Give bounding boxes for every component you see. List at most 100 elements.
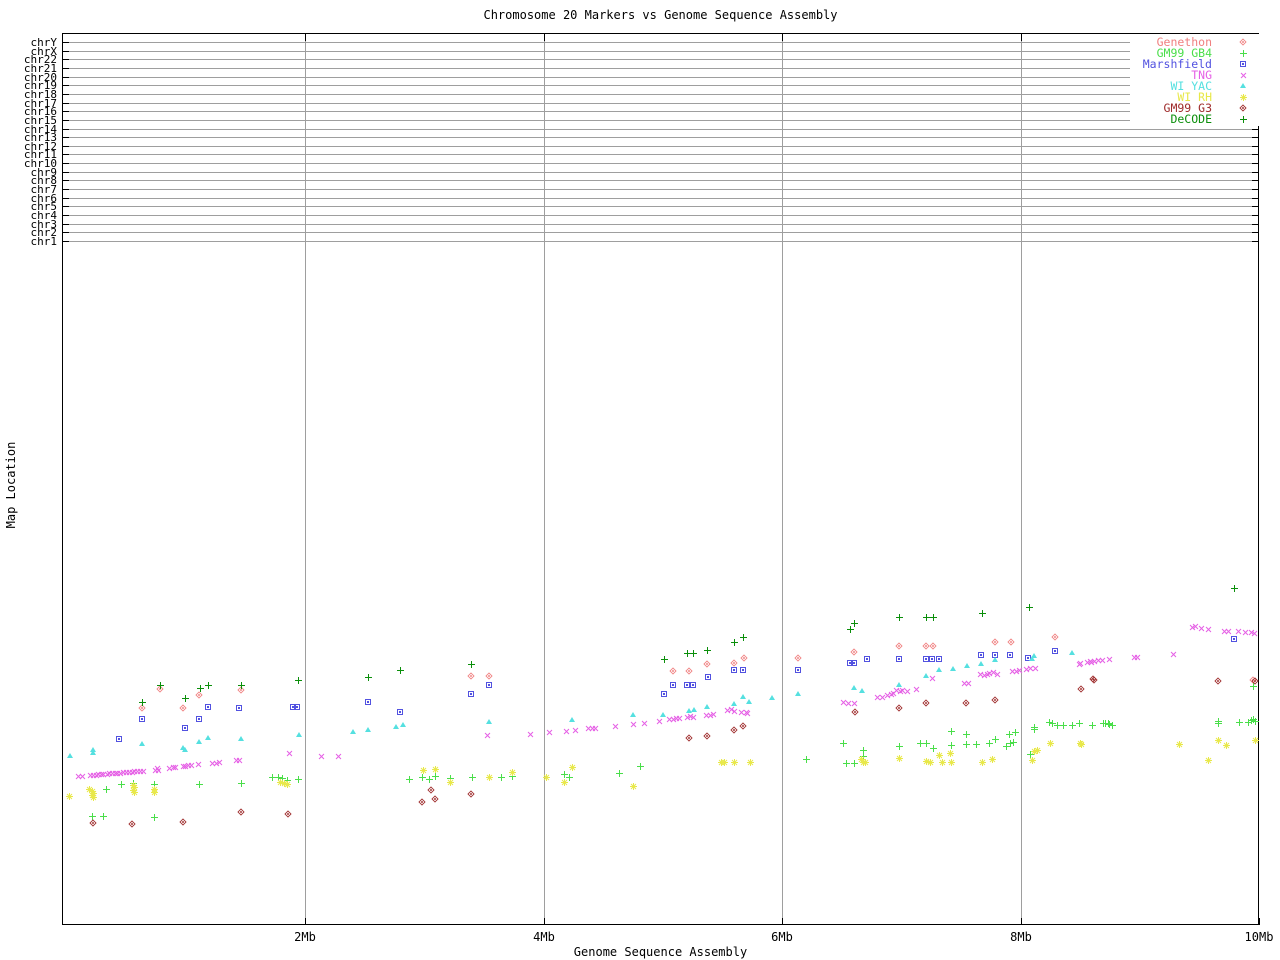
y-axis-label: chr7 [30,183,58,197]
marker-bar [851,700,857,707]
y-tick-right [1252,171,1258,173]
marker-dot [932,644,935,648]
marker-wi-yac [296,732,303,737]
marker-bar [408,776,410,783]
marker-bar [1025,607,1033,608]
marker-tng [707,712,714,719]
marker-bar [673,715,680,722]
marker-bar [1240,72,1247,79]
marker-dot [925,644,928,648]
marker-bar [208,682,210,689]
marker-dot [1053,635,1057,639]
marker-wi-yac [690,707,697,712]
marker-bar [216,759,223,766]
marker-tng [1099,657,1106,664]
marker-bar [181,698,189,699]
marker-gm99-gb4 [102,786,110,793]
y-axis-label: chr19 [23,79,57,93]
marker-wi-rh [130,782,138,789]
marker-bar [1092,722,1094,729]
marker-bar [1222,745,1230,746]
marker-wi-rh [86,786,94,793]
marker-bar [706,647,708,654]
marker-bar [1223,742,1229,749]
x-tick-label: 10Mb [1244,930,1274,944]
marker-marshfield [290,704,297,710]
marker-bar [842,740,844,747]
marker-wi-yac [485,719,492,724]
marker-bar [875,694,881,701]
marker-bar [150,789,158,790]
marker-bar [926,740,928,747]
marker-wi-yac [89,747,96,752]
marker-dot [980,654,983,656]
marker-tng [840,699,847,706]
marker-bar [1243,116,1244,123]
marker-bar [923,743,931,744]
marker-bar [182,763,188,770]
y-tick-right [1252,163,1258,165]
marker-bar [710,711,717,718]
marker-bar [101,771,107,778]
marker-wi-rh [718,759,726,766]
y-tick-left [63,145,69,147]
marker-tng [670,716,677,723]
marker-wi-rh [569,764,577,771]
marker-tng [79,773,86,780]
marker-bar [690,714,696,721]
chromosome-line [63,128,1259,130]
marker-genethon [669,667,678,675]
marker-bar [1215,721,1223,722]
marker-bar [917,743,925,744]
marker-tng [1023,666,1030,673]
chromosome-line [63,102,1259,104]
marker-dot [741,724,744,728]
chromosome-line [63,223,1259,225]
marker-gm99-gb4 [1099,720,1107,727]
marker-bar [88,816,96,817]
marker-bar [1013,668,1020,675]
marker-bar [994,671,1000,678]
marker-gm99-g3 [851,708,859,716]
marker-tng [724,707,731,714]
marker-decode [138,699,146,706]
marker-bar [898,743,900,750]
marker-bar [962,734,970,735]
marker-marshfield [467,691,474,697]
marker-bar [1016,667,1023,674]
marker-tng [1235,628,1242,635]
marker-bar [742,634,744,641]
marker-bar [429,776,431,783]
marker-tng [95,771,102,778]
marker-dot [687,736,691,740]
x-tick-label: 8Mb [1010,930,1032,944]
marker-bar [994,671,1000,678]
marker-bar [572,727,578,734]
marker-dot [672,669,675,673]
marker-bar [130,787,137,794]
marker-marshfield [992,652,999,658]
marker-dot [853,710,856,714]
marker-bar [543,774,550,781]
marker-bar [802,759,810,760]
marker-bar [937,752,943,759]
marker-marshfield [846,660,853,666]
marker-bar [89,792,95,799]
marker-bar [1240,94,1247,101]
marker-bar [133,787,135,794]
marker-tng [195,761,202,768]
marker-dot [733,728,736,732]
marker-gm99-g3 [427,786,435,794]
marker-bar [268,777,276,778]
marker-bar [860,759,867,766]
marker-decode [846,626,854,633]
marker-bar [590,725,596,732]
marker-bar [849,626,851,633]
marker-tng [929,675,936,682]
marker-wi-rh [447,779,455,786]
marker-dot [469,693,472,695]
marker-tng [185,762,192,769]
marker-wi-rh [948,759,956,766]
marker-bar [896,755,903,762]
